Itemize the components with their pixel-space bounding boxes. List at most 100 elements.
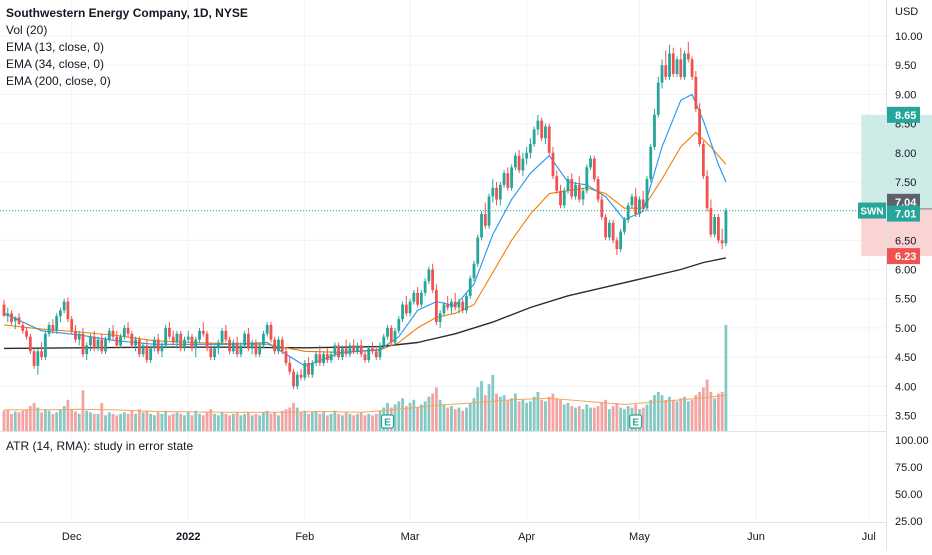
- symbol-title[interactable]: Southwestern Energy Company, 1D, NYSE: [6, 6, 248, 20]
- position-tool[interactable]: [0, 114, 932, 257]
- candle: [419, 289, 423, 308]
- volume-bar: [679, 398, 683, 431]
- volume-bar: [589, 407, 592, 431]
- volume-bar: [62, 406, 66, 431]
- ema13-line: [3, 93, 727, 367]
- candle: [555, 170, 559, 194]
- candle: [307, 357, 310, 378]
- candle: [607, 219, 611, 241]
- candle: [532, 126, 536, 147]
- candle: [544, 123, 547, 145]
- candle: [104, 336, 107, 355]
- candle: [393, 327, 397, 346]
- volume-bar: [401, 398, 404, 431]
- candle: [250, 339, 254, 355]
- time-tick-label: Dec: [62, 531, 82, 543]
- candle: [446, 295, 450, 311]
- volume-bar: [288, 407, 292, 431]
- candle: [111, 325, 115, 340]
- candle: [194, 336, 198, 358]
- candle: [389, 325, 393, 346]
- candle: [713, 214, 717, 238]
- price-label-stop: [887, 248, 920, 265]
- candle: [623, 216, 626, 235]
- volume-bar: [480, 381, 483, 431]
- volume-bar: [126, 413, 130, 431]
- volume-bar: [529, 401, 532, 431]
- atr-axis: 100.00 75.00 50.00 25.00: [895, 435, 929, 528]
- candle: [720, 228, 724, 250]
- volume-bar: [649, 399, 653, 431]
- volume-bar: [371, 415, 374, 431]
- price-tick-label: 4.00: [895, 381, 916, 393]
- time-axis[interactable]: Dec2022FebMarAprMayJunJulAug: [62, 531, 932, 543]
- indicator-ema13[interactable]: EMA (13, close, 0): [6, 40, 105, 54]
- earnings-marker[interactable]: E: [629, 414, 643, 429]
- candle: [310, 360, 314, 378]
- candle: [2, 299, 6, 317]
- candle: [66, 297, 70, 323]
- candle: [724, 208, 728, 247]
- volume-bar: [51, 413, 55, 431]
- earnings-markers[interactable]: EEE: [380, 414, 932, 429]
- volume-bar: [122, 412, 126, 431]
- volume-bar: [570, 406, 574, 431]
- volume-bar: [427, 396, 431, 431]
- volume-bar: [660, 395, 664, 431]
- volume-bar: [341, 415, 344, 431]
- candle: [341, 345, 344, 361]
- candle: [472, 260, 476, 282]
- candle: [153, 336, 156, 352]
- volume-bar: [645, 404, 649, 431]
- candle: [378, 342, 382, 361]
- candle: [611, 219, 615, 244]
- indicator-ema200[interactable]: EMA (200, close, 0): [6, 74, 111, 88]
- volume-bar: [70, 409, 74, 431]
- candle: [122, 325, 126, 340]
- volume-bar: [641, 407, 645, 431]
- candle: [562, 187, 566, 209]
- volume-bar: [235, 412, 239, 431]
- indicator-vol[interactable]: Vol (20): [6, 23, 48, 37]
- volume-bar: [495, 393, 498, 431]
- earnings-marker[interactable]: E: [380, 414, 395, 429]
- candle: [198, 327, 201, 343]
- candle: [701, 141, 705, 180]
- volume-bar: [701, 387, 705, 431]
- volume-bar: [442, 404, 446, 431]
- volume-bar: [186, 412, 190, 431]
- candle: [175, 330, 179, 349]
- candle: [653, 108, 656, 150]
- volume-bar: [40, 412, 43, 431]
- atr-pane-label[interactable]: ATR (14, RMA): study in error state: [6, 439, 194, 453]
- candle: [694, 71, 698, 112]
- candle: [292, 368, 295, 390]
- volume-bar: [55, 412, 59, 431]
- volume-bar: [2, 410, 6, 431]
- volume-bar: [435, 387, 438, 431]
- candle: [450, 298, 453, 314]
- candle: [81, 327, 85, 358]
- volume-bar: [111, 413, 115, 431]
- indicator-ema34[interactable]: EMA (34, close, 0): [6, 57, 105, 71]
- candle: [183, 336, 186, 352]
- time-tick-label: 2022: [176, 531, 200, 543]
- volume-bar: [224, 413, 228, 431]
- target-zone[interactable]: [861, 114, 932, 209]
- volume-bar: [506, 399, 510, 431]
- volume-bar: [664, 399, 668, 431]
- candle: [551, 146, 555, 180]
- volume-bar: [13, 411, 17, 431]
- candle: [656, 76, 660, 118]
- volume-bar: [551, 393, 555, 431]
- volume-bar: [284, 409, 288, 431]
- time-tick-label: Mar: [401, 531, 420, 543]
- candle: [596, 176, 600, 203]
- volume-bar: [89, 412, 92, 431]
- volume-bar: [262, 412, 265, 431]
- candle: [213, 345, 216, 361]
- candle: [10, 310, 13, 326]
